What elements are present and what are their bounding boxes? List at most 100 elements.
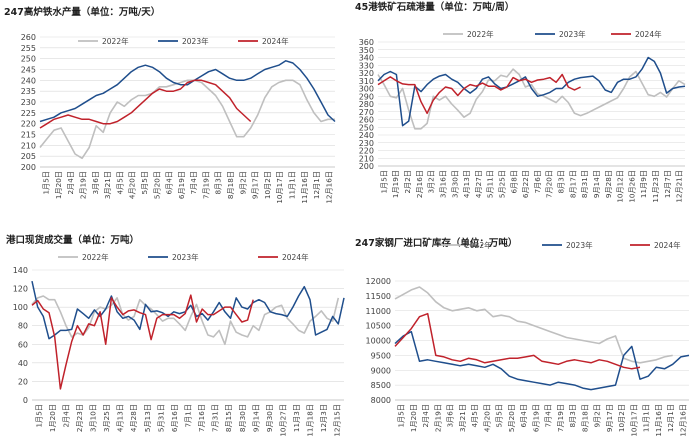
- x-tick-label: 10月2日: [617, 404, 626, 432]
- x-tick-label: 4月28日: [129, 404, 138, 432]
- x-tick-label: 3月30日: [450, 170, 459, 198]
- x-tick-label: 1月19日: [391, 170, 400, 198]
- y-tick-label: 340: [359, 54, 374, 63]
- y-tick-label: 255: [21, 44, 36, 53]
- legend-label: 2022年: [82, 252, 109, 262]
- series-line-2022年: [39, 79, 335, 160]
- y-tick-label: 280: [359, 100, 374, 109]
- x-tick-label: 2月16日: [415, 170, 424, 198]
- x-tick-label: 1月5日: [379, 170, 388, 194]
- x-tick-label: 8月31日: [580, 170, 589, 198]
- y-tick-label: 210: [359, 154, 374, 163]
- x-tick-label: 7月31日: [211, 404, 220, 432]
- y-tick-label: 330: [359, 61, 374, 70]
- x-tick-label: 1月5日: [397, 404, 406, 428]
- x-tick-label: 2月4日: [61, 404, 70, 428]
- x-tick-label: 2月2日: [403, 170, 412, 194]
- y-tick-label: 220: [21, 120, 36, 129]
- y-tick-label: 40: [18, 359, 28, 368]
- x-tick-label: 8月17日: [568, 170, 577, 198]
- x-tick-label: 3月21日: [103, 171, 112, 199]
- y-tick-label: 200: [21, 163, 36, 172]
- y-tick-label: 260: [359, 116, 374, 125]
- x-tick-label: 7月19日: [556, 404, 565, 432]
- x-tick-label: 8月15日: [224, 404, 233, 432]
- x-tick-label: 4月13日: [462, 170, 471, 198]
- legend-label: 2024年: [282, 252, 309, 262]
- legend-item: 2023年: [542, 240, 593, 250]
- legend-label: 2023年: [559, 29, 586, 39]
- series-line-2022年: [394, 286, 673, 364]
- x-tick-label: 6月22日: [521, 170, 530, 198]
- legend-item: 2022年: [58, 252, 109, 262]
- series-line-2022年: [377, 68, 686, 130]
- x-tick-label: 9月2日: [593, 404, 602, 428]
- x-tick-label: 12月16日: [324, 171, 333, 204]
- y-tick-label: 240: [21, 76, 36, 85]
- x-tick-label: 5月31日: [156, 404, 165, 432]
- x-tick-label: 11月18日: [306, 404, 315, 437]
- x-tick-label: 10月26日: [627, 170, 636, 203]
- x-tick-label: 6月16日: [170, 404, 179, 432]
- x-tick-label: 3月16日: [438, 170, 447, 198]
- x-tick-label: 3月2日: [427, 170, 436, 194]
- x-tick-label: 10月27日: [278, 404, 287, 437]
- y-tick-label: 320: [359, 69, 374, 78]
- legend-item: 2024年: [238, 36, 289, 46]
- legend-item: 2024年: [258, 252, 309, 262]
- legend-item: 2024年: [630, 240, 681, 250]
- y-tick-label: 350: [359, 46, 374, 55]
- x-tick-label: 6月8日: [509, 170, 518, 194]
- y-tick-label: 11000: [366, 307, 391, 316]
- x-tick-label: 2月4日: [421, 404, 430, 428]
- legend-item: 2024年: [611, 29, 662, 39]
- x-tick-label: 7月19日: [201, 171, 210, 199]
- x-tick-label: 3月6日: [91, 171, 100, 195]
- y-tick-label: 9000: [371, 366, 391, 375]
- y-tick-label: 8000: [371, 396, 391, 405]
- x-tick-label: 6月4日: [519, 404, 528, 428]
- x-tick-label: 8月18日: [226, 171, 235, 199]
- x-tick-label: 11月1日: [287, 171, 296, 199]
- chart-panel-hot-metal: 247高炉铁水产量（单位：万吨/天） 200 205 210 215 220 225 230 2…: [0, 0, 349, 224]
- x-tick-label: 6月19日: [531, 404, 540, 432]
- chart-svg-steel-inventory: 247家钢厂进口矿库存（单位：万吨） 8000 8500 9000 9500 10000 1…: [355, 237, 690, 437]
- y-tick-label: 205: [21, 152, 36, 161]
- legend-item: 2022年: [443, 29, 494, 39]
- x-tick-label: 11月23日: [651, 170, 660, 203]
- x-tick-label: 11月9日: [639, 170, 648, 198]
- series-line-2023年: [39, 60, 336, 123]
- x-tick-label: 1月5日: [34, 404, 43, 428]
- x-tick-label: 10月12日: [616, 170, 625, 203]
- chart-svg-spot-volume: 港口现货成交量（单位：万吨） 0 20 40 60 80 100 120 140 1月5日 1月20…: [6, 234, 345, 437]
- legend-label: 2024年: [654, 240, 681, 250]
- x-tick-label: 9月14日: [592, 170, 601, 198]
- legend-label: 2024年: [635, 29, 662, 39]
- chart-panel-port-evacuation: 45港铁矿石疏港量（单位：万吨/周） 200 210 220 230 240 250 260 2…: [349, 0, 698, 224]
- x-tick-label: 3月21日: [458, 404, 467, 432]
- y-tick-label: 290: [359, 92, 374, 101]
- x-tick-label: 12月1日: [312, 171, 321, 199]
- chart-title: 45港铁矿石疏港量（单位：万吨/周）: [355, 1, 514, 13]
- x-tick-label: 12月3日: [319, 404, 328, 432]
- y-tick-label: 300: [359, 85, 374, 94]
- legend-label: 2022年: [467, 29, 494, 39]
- x-tick-label: 3月10日: [89, 404, 98, 432]
- legend-item: 2023年: [148, 252, 199, 262]
- x-tick-label: 4月5日: [470, 404, 479, 428]
- x-tick-label: 10月17日: [629, 404, 638, 437]
- x-tick-label: 9月17日: [251, 171, 260, 199]
- y-tick-label: 100: [13, 303, 28, 312]
- y-tick-label: 220: [359, 147, 374, 156]
- y-tick-label: 60: [18, 340, 28, 349]
- x-tick-label: 12月15日: [333, 404, 342, 437]
- x-tick-label: 1月20日: [48, 404, 57, 432]
- x-tick-label: 4月20日: [482, 404, 491, 432]
- legend-label: 2024年: [262, 36, 289, 46]
- y-tick-label: 270: [359, 108, 374, 117]
- y-tick-label: 310: [359, 77, 374, 86]
- y-tick-label: 20: [18, 377, 28, 386]
- x-tick-label: 9月30日: [265, 404, 274, 432]
- legend-label: 2023年: [566, 240, 593, 250]
- x-tick-label: 5月20日: [507, 404, 516, 432]
